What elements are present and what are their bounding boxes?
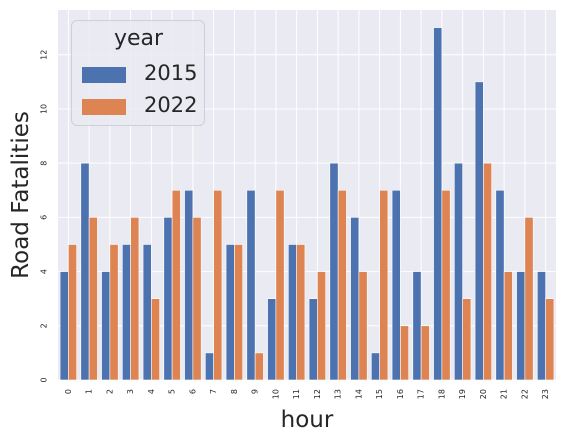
- x-tick-label: 3: [126, 389, 135, 394]
- x-tick-label: 16: [396, 389, 405, 399]
- y-axis-label: Road Fatalities: [8, 111, 34, 279]
- x-tick-label: 11: [292, 389, 301, 399]
- legend-swatch-2022: [82, 99, 126, 115]
- x-tick-label: 12: [313, 389, 322, 399]
- x-tick-label: 14: [354, 389, 363, 399]
- bar-2015-hour-15: [371, 352, 380, 381]
- bar-2022-hour-18: [441, 189, 451, 381]
- legend-title: year: [114, 26, 164, 51]
- bar-2022-hour-14: [358, 271, 368, 381]
- bar-2022-hour-3: [130, 217, 140, 381]
- y-tick-label: 4: [40, 269, 49, 274]
- bar-2015-hour-19: [454, 162, 463, 381]
- x-tick-label: 9: [251, 389, 260, 394]
- y-tick-label: 2: [40, 323, 49, 328]
- bar-2015-hour-3: [122, 244, 131, 381]
- bar-2015-hour-14: [350, 217, 360, 381]
- bar-2022-hour-15: [379, 189, 389, 381]
- bar-2022-hour-0: [68, 244, 77, 381]
- x-tick-label: 7: [209, 389, 218, 394]
- bar-2015-hour-22: [516, 271, 526, 381]
- y-tick-label: 8: [40, 161, 49, 166]
- x-axis-label: hour: [281, 407, 334, 433]
- x-tick-label: 2: [105, 389, 114, 394]
- bar-2015-hour-2: [101, 271, 111, 381]
- bar-2022-hour-19: [462, 298, 472, 381]
- bar-2015-hour-1: [80, 162, 90, 381]
- bar-2015-hour-12: [308, 298, 318, 381]
- bar-2015-hour-16: [391, 189, 401, 381]
- bar-2022-hour-17: [420, 325, 430, 381]
- y-tick-label: 0: [40, 377, 49, 382]
- bar-2022-hour-7: [213, 189, 223, 381]
- bar-2022-hour-10: [275, 189, 285, 381]
- x-tick-label: 6: [188, 389, 197, 394]
- bar-2022-hour-22: [524, 217, 534, 381]
- bar-2022-hour-21: [503, 271, 513, 381]
- bar-2015-hour-20: [474, 81, 484, 381]
- bar-2015-hour-7: [205, 352, 214, 381]
- bar-2015-hour-11: [288, 244, 297, 381]
- bar-2022-hour-2: [109, 244, 119, 381]
- bar-2015-hour-6: [184, 189, 194, 381]
- bar-2015-hour-10: [267, 298, 277, 381]
- bar-2022-hour-4: [151, 298, 160, 381]
- x-tick-label: 13: [334, 389, 343, 399]
- x-tick-label: 1: [85, 389, 94, 394]
- bar-2022-hour-5: [171, 189, 181, 381]
- bar-2022-hour-1: [88, 217, 98, 381]
- y-tick-label: 6: [40, 215, 49, 220]
- bar-2015-hour-23: [537, 271, 546, 381]
- x-tick-label: 15: [375, 389, 384, 399]
- bar-2015-hour-9: [246, 189, 256, 381]
- x-tick-label: 18: [437, 389, 446, 399]
- bar-2022-hour-8: [234, 244, 243, 381]
- legend: year 2015 2022: [71, 20, 205, 126]
- legend-label-2022: 2022: [144, 93, 198, 117]
- x-tick-label: 0: [64, 389, 73, 394]
- bar-2022-hour-13: [337, 189, 347, 381]
- x-tick-labels: 0 1 2 3 4 5 6 7 8 9 10 11 12 13 14 15 16 17 18 19 20 21 22 23: [64, 389, 550, 399]
- bar-2015-hour-21: [495, 189, 505, 381]
- x-tick-label: 19: [458, 389, 467, 399]
- bar-2015-hour-5: [163, 217, 173, 381]
- bars-layer: [59, 27, 555, 381]
- bar-2015-hour-18: [433, 27, 443, 381]
- bar-2022-hour-6: [192, 217, 202, 381]
- legend-item-2022: 2022: [82, 93, 202, 119]
- y-tick-labels: 0 2 4 6 8 10 12: [40, 50, 49, 383]
- bar-2022-hour-20: [483, 162, 492, 381]
- x-tick-label: 4: [147, 389, 156, 394]
- bar-2022-hour-11: [296, 244, 306, 381]
- x-tick-label: 17: [417, 389, 426, 399]
- legend-swatch-2015: [82, 67, 126, 83]
- x-tick-label: 10: [271, 389, 280, 399]
- bar-2022-hour-23: [545, 298, 555, 381]
- bar-2015-hour-13: [329, 162, 339, 381]
- legend-item-2015: 2015: [82, 61, 202, 87]
- legend-label-2015: 2015: [144, 61, 198, 85]
- bar-2015-hour-17: [412, 271, 422, 381]
- x-tick-label: 5: [168, 389, 177, 394]
- bar-2015-hour-8: [225, 244, 235, 381]
- y-tick-label: 10: [40, 104, 49, 114]
- x-tick-label: 20: [479, 389, 488, 399]
- x-tick-label: 23: [541, 389, 550, 399]
- x-tick-label: 21: [500, 389, 509, 399]
- bar-2015-hour-4: [142, 244, 152, 381]
- x-tick-label: 8: [230, 389, 239, 394]
- bar-2022-hour-9: [254, 352, 264, 381]
- bar-2015-hour-0: [59, 271, 69, 381]
- y-tick-label: 12: [40, 50, 49, 60]
- bar-2022-hour-12: [317, 271, 326, 381]
- x-tick-label: 22: [520, 389, 529, 399]
- bar-2022-hour-16: [400, 325, 409, 381]
